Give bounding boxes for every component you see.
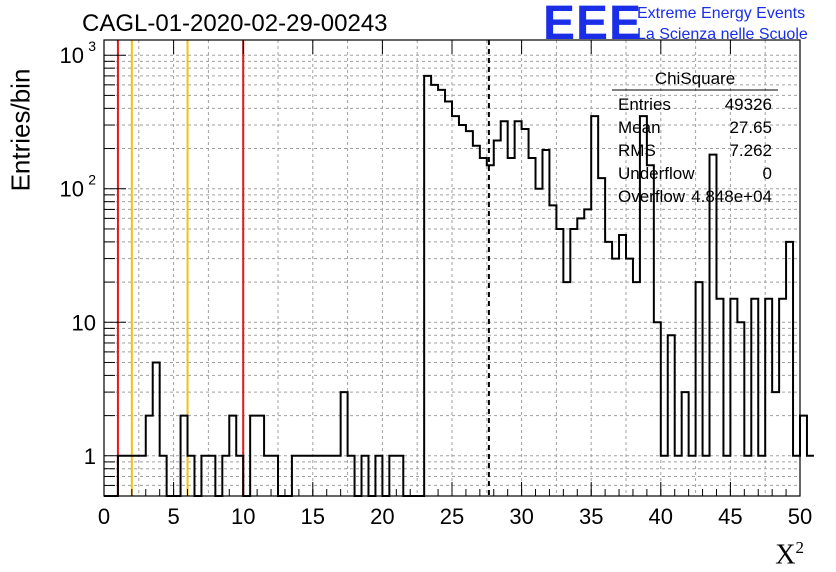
stats-value: 4.848e+04 [691, 187, 772, 206]
x-tick-label: 20 [370, 504, 394, 529]
x-tick-label: 45 [718, 504, 742, 529]
y-axis-label-box: Entries/bin [6, 69, 36, 192]
x-tick-label: 40 [649, 504, 673, 529]
stats-label: Underflow [618, 164, 695, 183]
eee-logo: EEE [543, 0, 643, 50]
y-tick-label: 10 [72, 310, 96, 335]
stats-box: ChiSquare Entries 49326 Mean 27.65 RMS 7.262 Un… [612, 69, 778, 206]
eee-logo-line2: La Scienza nelle Scuole [637, 26, 808, 43]
y-tick-exponent: 3 [88, 38, 96, 54]
y-axis-label: Entries/bin [5, 68, 36, 192]
stats-label: Overflow [618, 187, 686, 206]
eee-logo-text: Extreme Energy Events La Scienza nelle S… [637, 3, 808, 45]
stats-value: 27.65 [729, 118, 772, 137]
x-tick-label: 30 [509, 504, 533, 529]
stats-value: 49326 [725, 95, 772, 114]
chart-title: CAGL-01-2020-02-29-00243 [82, 10, 388, 37]
stats-label: Entries [618, 95, 671, 114]
x-tick-label: 15 [301, 504, 325, 529]
eee-logo-line1: Extreme Energy Events [637, 5, 806, 22]
y-tick-exponent: 2 [88, 172, 96, 188]
y-tick-label: 10 [60, 177, 84, 202]
x-tick-label: 25 [440, 504, 464, 529]
x-tick-label: 50 [788, 504, 812, 529]
x-axis-label-sup: 2 [795, 538, 805, 557]
x-tick-label: 0 [98, 504, 110, 529]
y-tick-label: 10 [60, 43, 84, 68]
x-tick-label: 5 [167, 504, 179, 529]
y-tick-label: 1 [84, 444, 96, 469]
stats-label: RMS [618, 141, 656, 160]
x-axis-label: X2 [775, 538, 804, 571]
histogram-outline [104, 74, 814, 497]
stats-label: Mean [618, 118, 661, 137]
stats-value: 7.262 [729, 141, 772, 160]
x-tick-label: 35 [579, 504, 603, 529]
stats-value: 0 [763, 164, 772, 183]
stats-title: ChiSquare [655, 69, 735, 88]
histogram [104, 74, 814, 497]
x-axis-label-text: X [775, 539, 796, 571]
x-tick-label: 10 [231, 504, 255, 529]
